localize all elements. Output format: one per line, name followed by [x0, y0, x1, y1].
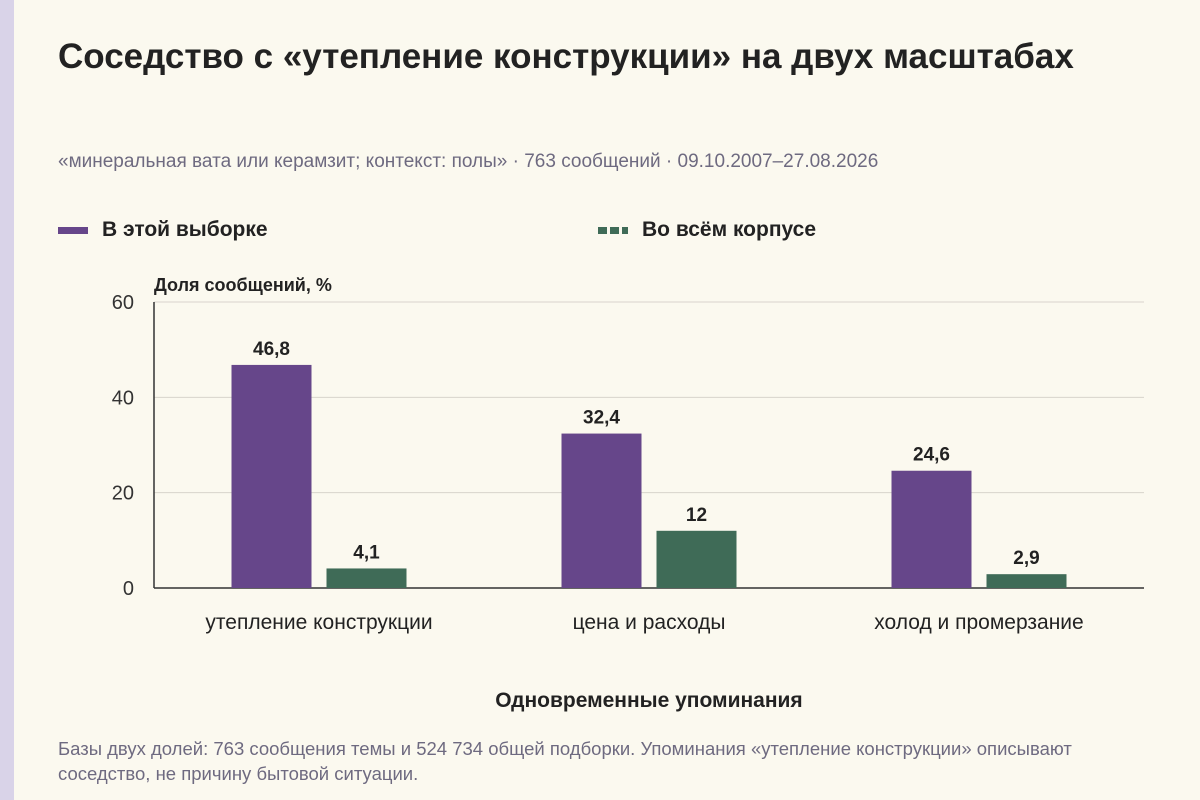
x-tick-label: холод и промерзание: [874, 611, 1083, 634]
legend-item-sample: В этой выборке: [58, 218, 268, 242]
chart-title: Соседство с «утепление конструкции» на д…: [58, 37, 1074, 76]
bar-corpus: [326, 568, 407, 588]
value-label-sample: 32,4: [583, 408, 620, 429]
y-tick-label: 20: [112, 483, 134, 505]
accent-bar: [0, 0, 14, 800]
bar-corpus: [656, 530, 737, 588]
bar-sample: [891, 470, 972, 588]
axes: [153, 302, 1144, 589]
legend-item-corpus: Во всём корпусе: [598, 218, 816, 242]
value-label-corpus: 4,1: [353, 542, 380, 563]
value-label-corpus: 2,9: [1013, 548, 1039, 569]
legend-label-sample: В этой выборке: [102, 218, 268, 241]
bar-corpus: [986, 574, 1067, 588]
labels: 0 20 40 60 46,8 4,1 утепление конструкции 32,4 1…: [112, 292, 1084, 634]
footnote: Базы двух долей: 763 сообщения темы и 52…: [58, 738, 1072, 784]
legend: В этой выборке Во всём корпусе: [58, 218, 1058, 248]
x-axis-label: Одновременные упоминания: [495, 689, 802, 712]
legend-swatch-corpus: [598, 226, 628, 234]
y-tick-label: 60: [112, 292, 134, 314]
y-tick-label: 40: [112, 387, 134, 409]
y-tick-label: 0: [123, 578, 134, 600]
legend-swatch-sample: [58, 226, 88, 234]
bars: [231, 364, 1067, 588]
value-label-sample: 24,6: [913, 445, 950, 466]
y-axis-label: Доля сообщений, %: [154, 275, 332, 295]
gridlines: [154, 301, 1144, 494]
legend-label-corpus: Во всём корпусе: [642, 218, 817, 241]
bar-sample: [561, 433, 642, 588]
value-label-corpus: 12: [686, 505, 707, 526]
chart-subtitle: «минеральная вата или керамзит; контекст…: [58, 151, 879, 172]
x-tick-label: цена и расходы: [573, 611, 726, 634]
x-tick-label: утепление конструкции: [205, 611, 432, 634]
value-label-sample: 46,8: [253, 339, 290, 360]
bar-sample: [231, 364, 312, 588]
